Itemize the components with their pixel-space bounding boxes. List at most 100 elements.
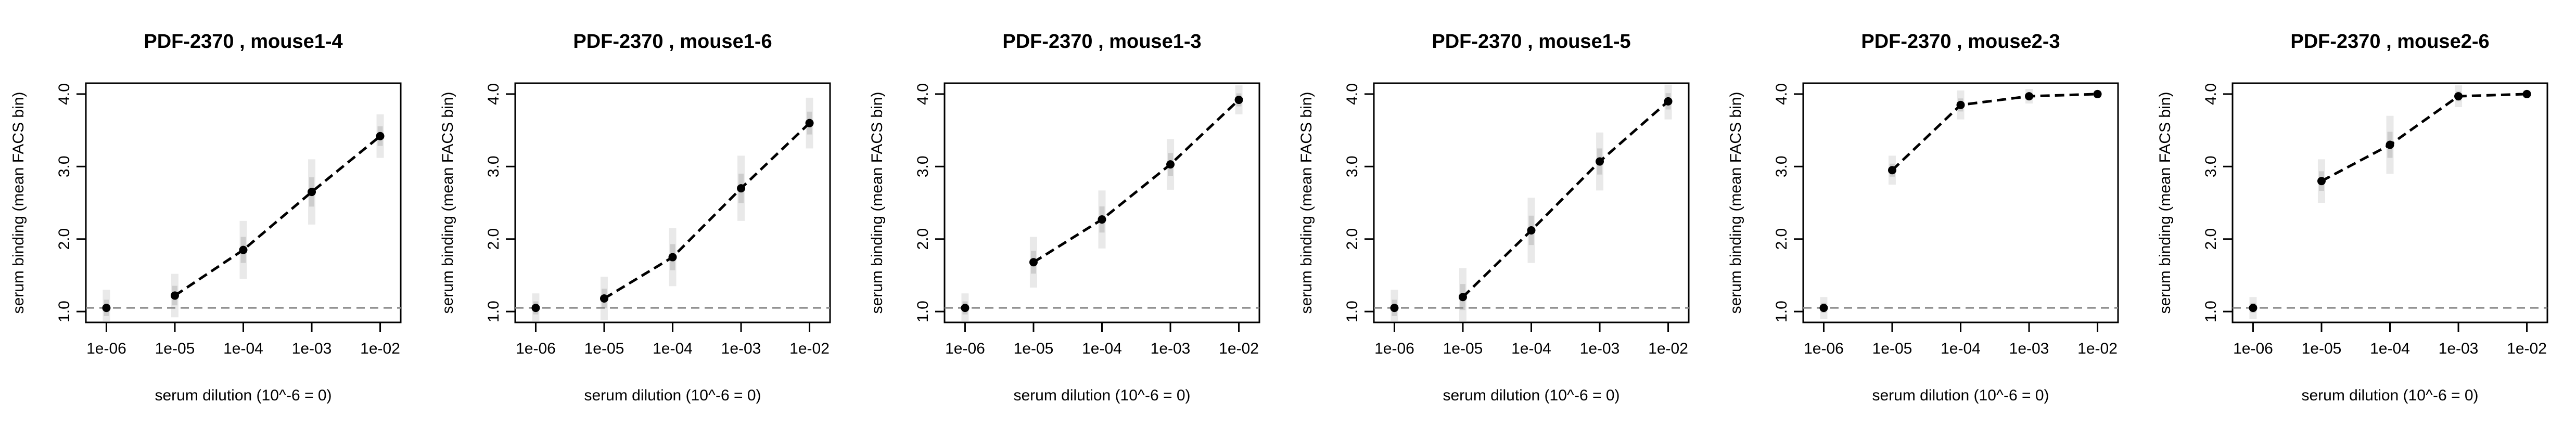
y-tick-label: 3.0 (914, 155, 932, 177)
plot-frame (85, 82, 402, 323)
data-point (1029, 258, 1038, 267)
y-tick-label: 4.0 (2202, 83, 2220, 105)
y-axis-title: serum binding (mean FACS bin) (1298, 92, 1315, 314)
x-tick-label: 1e-04 (1511, 340, 1551, 357)
y-tick-label: 2.0 (1773, 228, 1790, 250)
x-tick-label: 1e-06 (945, 340, 985, 357)
y-tick-label: 1.0 (485, 301, 502, 322)
chart-panel-2: PDF-2370 , mouse1-6 1e-06 1e-05 1e-04 1e-03 1… (439, 31, 831, 404)
data-point (961, 304, 970, 313)
x-tick-label: 1e-06 (1804, 340, 1844, 357)
x-axis-title: serum dilution (10^-6 = 0) (155, 387, 331, 404)
data-point (376, 132, 385, 140)
data-point (737, 184, 746, 193)
chart-panel-1: PDF-2370 , mouse1-4 1e-06 1e-05 1e-04 1e-03 1… (10, 31, 402, 404)
series-line (1032, 99, 1240, 264)
x-tick-label: 1e-03 (1580, 340, 1620, 357)
data-point (600, 294, 608, 303)
data-point (1527, 226, 1536, 235)
x-axis-title: serum dilution (10^-6 = 0) (584, 387, 761, 404)
x-tick-label: 1e-05 (1872, 340, 1912, 357)
x-tick-label: 1e-04 (653, 340, 693, 357)
data-point (170, 291, 179, 300)
series-line (603, 122, 811, 300)
data-point (531, 304, 540, 313)
series-line (174, 135, 381, 297)
x-tick-label: 1e-05 (584, 340, 624, 357)
chart-title: PDF-2370 , mouse1-3 (1002, 31, 1201, 53)
y-axis-title: serum binding (mean FACS bin) (2157, 92, 2174, 314)
x-tick-label: 1e-06 (86, 340, 126, 357)
x-tick-label: 1e-05 (2302, 340, 2342, 357)
y-tick-label: 1.0 (914, 301, 932, 322)
y-tick-label: 3.0 (2202, 155, 2220, 177)
data-point (1664, 97, 1673, 106)
x-tick-label: 1e-06 (1374, 340, 1414, 357)
y-axis-title: serum binding (mean FACS bin) (439, 92, 456, 314)
y-tick-label: 2.0 (485, 228, 502, 250)
y-tick-label: 4.0 (914, 83, 932, 105)
y-tick-label: 3.0 (1773, 155, 1790, 177)
y-axis-title: serum binding (mean FACS bin) (10, 92, 27, 314)
data-point (1166, 160, 1175, 169)
x-tick-label: 1e-03 (1151, 340, 1191, 357)
data-point (1234, 96, 1243, 105)
data-point (2522, 89, 2531, 98)
x-tick-label: 1e-02 (2077, 340, 2118, 357)
x-tick-label: 1e-02 (2507, 340, 2547, 357)
chart-panel-5: PDF-2370 , mouse2-3 1e-06 1e-05 1e-04 1e-03 1… (1727, 31, 2119, 404)
chart-title: PDF-2370 , mouse1-6 (573, 31, 772, 53)
data-point (308, 188, 316, 197)
data-point (239, 245, 248, 254)
y-tick-label: 1.0 (2202, 301, 2220, 322)
y-tick-label: 1.0 (1773, 301, 1790, 322)
x-tick-label: 1e-03 (2009, 340, 2049, 357)
x-axis-title: serum dilution (10^-6 = 0) (1443, 387, 1619, 404)
data-point (1098, 215, 1106, 224)
x-tick-label: 1e-05 (1014, 340, 1054, 357)
chart-title: PDF-2370 , mouse2-6 (2290, 31, 2489, 53)
y-axis-title: serum binding (mean FACS bin) (1727, 92, 1744, 314)
chart-panel-3: PDF-2370 , mouse1-3 1e-06 1e-05 1e-04 1e-03 1… (869, 31, 1260, 404)
y-tick-label: 2.0 (56, 228, 73, 250)
y-tick-label: 3.0 (485, 155, 502, 177)
data-point (668, 253, 677, 262)
data-point (1956, 100, 1965, 109)
y-tick-label: 3.0 (1344, 155, 1361, 177)
series-line (2320, 93, 2527, 183)
x-tick-label: 1e-02 (1648, 340, 1688, 357)
series-line (1462, 100, 1669, 298)
y-tick-label: 3.0 (56, 155, 73, 177)
data-point (2386, 140, 2394, 149)
x-tick-label: 1e-02 (360, 340, 400, 357)
data-point (805, 119, 814, 127)
series-line (1891, 93, 2098, 172)
x-tick-label: 1e-04 (1082, 340, 1122, 357)
x-tick-label: 1e-06 (2233, 340, 2273, 357)
y-tick-label: 2.0 (914, 228, 932, 250)
y-tick-label: 4.0 (1344, 83, 1361, 105)
y-tick-label: 1.0 (56, 301, 73, 322)
x-tick-label: 1e-05 (1443, 340, 1483, 357)
chart-title: PDF-2370 , mouse1-4 (144, 31, 342, 53)
data-point (2454, 92, 2463, 101)
x-tick-label: 1e-06 (516, 340, 556, 357)
x-tick-label: 1e-03 (721, 340, 761, 357)
data-point (1819, 304, 1828, 313)
x-axis-title: serum dilution (10^-6 = 0) (1013, 387, 1190, 404)
x-tick-label: 1e-03 (2439, 340, 2479, 357)
x-tick-label: 1e-02 (1219, 340, 1259, 357)
chart-panel-6: PDF-2370 , mouse2-6 1e-06 1e-05 1e-04 1e-03 1… (2157, 31, 2548, 404)
plot-frame (514, 82, 831, 323)
chart-panel-4: PDF-2370 , mouse1-5 1e-06 1e-05 1e-04 1e-03 1… (1298, 31, 1690, 404)
x-tick-label: 1e-04 (223, 340, 263, 357)
x-axis-title: serum dilution (10^-6 = 0) (1872, 387, 2049, 404)
x-tick-label: 1e-04 (2370, 340, 2410, 357)
x-tick-label: 1e-02 (789, 340, 830, 357)
y-tick-label: 4.0 (485, 83, 502, 105)
data-point (2317, 177, 2326, 186)
chart-title: PDF-2370 , mouse2-3 (1861, 31, 2060, 53)
x-axis-title: serum dilution (10^-6 = 0) (2301, 387, 2478, 404)
x-tick-label: 1e-03 (292, 340, 332, 357)
